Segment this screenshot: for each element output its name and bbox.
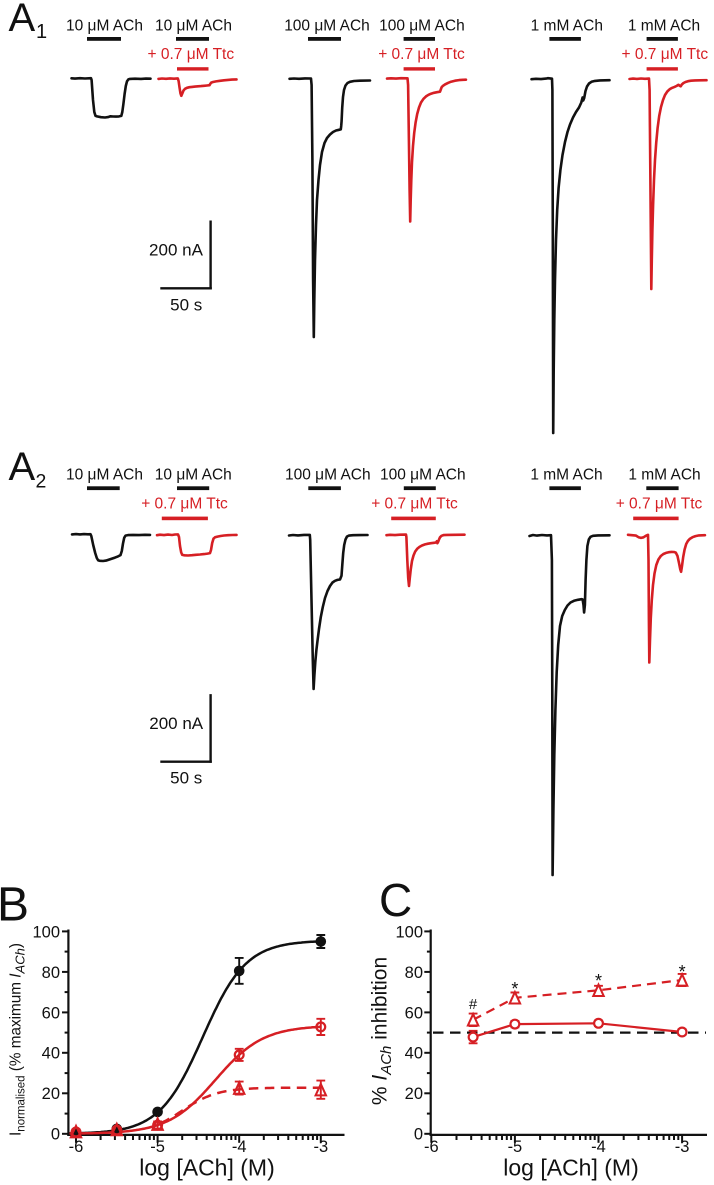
svg-text:200 nA: 200 nA xyxy=(149,241,204,260)
svg-text:1 mM ACh: 1 mM ACh xyxy=(531,17,603,34)
svg-text:log [ACh] (M): log [ACh] (M) xyxy=(139,1155,274,1181)
svg-text:40: 40 xyxy=(405,1045,423,1063)
svg-text:-5: -5 xyxy=(508,1138,523,1156)
svg-text:*: * xyxy=(679,962,686,982)
svg-text:-6: -6 xyxy=(69,1138,84,1156)
svg-text:10 μM ACh: 10 μM ACh xyxy=(66,466,143,483)
svg-text:-4: -4 xyxy=(232,1138,247,1156)
svg-text:200 nA: 200 nA xyxy=(149,714,204,733)
svg-text:-3: -3 xyxy=(313,1138,328,1156)
svg-text:log [ACh] (M): log [ACh] (M) xyxy=(503,1155,638,1181)
svg-text:-5: -5 xyxy=(150,1138,165,1156)
svg-text:10 μM ACh: 10 μM ACh xyxy=(155,17,232,34)
svg-text:*: * xyxy=(511,979,518,999)
svg-text:60: 60 xyxy=(405,1004,423,1022)
svg-text:-6: -6 xyxy=(424,1138,439,1156)
svg-text:+ 0.7 μM Ttc: + 0.7 μM Ttc xyxy=(621,46,708,63)
svg-text:50 s: 50 s xyxy=(170,296,202,315)
svg-text:+ 0.7 μM Ttc: + 0.7 μM Ttc xyxy=(378,46,465,63)
svg-text:% IACh inhibition: % IACh inhibition xyxy=(369,957,396,1105)
svg-text:A: A xyxy=(9,0,36,40)
svg-text:1 mM ACh: 1 mM ACh xyxy=(530,466,602,483)
svg-text:+ 0.7 μM Ttc: + 0.7 μM Ttc xyxy=(616,495,703,512)
svg-text:100: 100 xyxy=(32,923,60,941)
svg-text:+ 0.7 μM Ttc: + 0.7 μM Ttc xyxy=(147,46,234,63)
svg-text:40: 40 xyxy=(42,1045,60,1063)
svg-text:80: 80 xyxy=(405,964,423,982)
svg-text:1 mM ACh: 1 mM ACh xyxy=(628,466,700,483)
svg-text:50 s: 50 s xyxy=(170,769,202,788)
svg-text:#: # xyxy=(469,996,478,1013)
svg-text:1: 1 xyxy=(36,21,47,43)
svg-text:C: C xyxy=(379,874,412,926)
svg-text:100 μM ACh: 100 μM ACh xyxy=(285,466,371,483)
svg-text:-3: -3 xyxy=(675,1138,690,1156)
svg-text:0: 0 xyxy=(51,1126,60,1144)
svg-text:100 μM ACh: 100 μM ACh xyxy=(379,17,465,34)
svg-text:100 μM ACh: 100 μM ACh xyxy=(284,17,370,34)
svg-text:100: 100 xyxy=(395,923,423,941)
svg-text:0: 0 xyxy=(414,1126,423,1144)
svg-text:20: 20 xyxy=(42,1085,60,1103)
svg-text:+ 0.7 μM Ttc: + 0.7 μM Ttc xyxy=(371,495,458,512)
svg-text:10 μM ACh: 10 μM ACh xyxy=(155,466,232,483)
svg-text:-4: -4 xyxy=(591,1138,606,1156)
svg-text:A: A xyxy=(9,445,36,489)
svg-text:2: 2 xyxy=(36,470,47,492)
svg-text:*: * xyxy=(595,971,602,991)
svg-text:+ 0.7 μM Ttc: + 0.7 μM Ttc xyxy=(141,495,228,512)
svg-text:1 mM ACh: 1 mM ACh xyxy=(628,17,700,34)
svg-text:60: 60 xyxy=(42,1004,60,1022)
svg-text:100 μM ACh: 100 μM ACh xyxy=(380,466,466,483)
svg-text:20: 20 xyxy=(405,1085,423,1103)
svg-text:80: 80 xyxy=(42,964,60,982)
svg-text:B: B xyxy=(0,879,29,932)
svg-text:10 μM ACh: 10 μM ACh xyxy=(66,17,143,34)
